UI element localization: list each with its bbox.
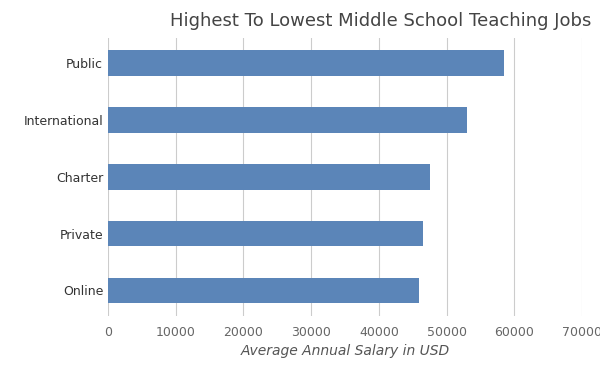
Text: Highest To Lowest Middle School Teaching Jobs: Highest To Lowest Middle School Teaching…	[170, 12, 591, 30]
Bar	[108, 221, 423, 246]
X-axis label: Average Annual Salary in USD: Average Annual Salary in USD	[241, 344, 449, 358]
Bar	[108, 107, 467, 133]
Bar	[108, 50, 504, 76]
Bar	[108, 164, 430, 190]
Bar	[108, 277, 419, 303]
